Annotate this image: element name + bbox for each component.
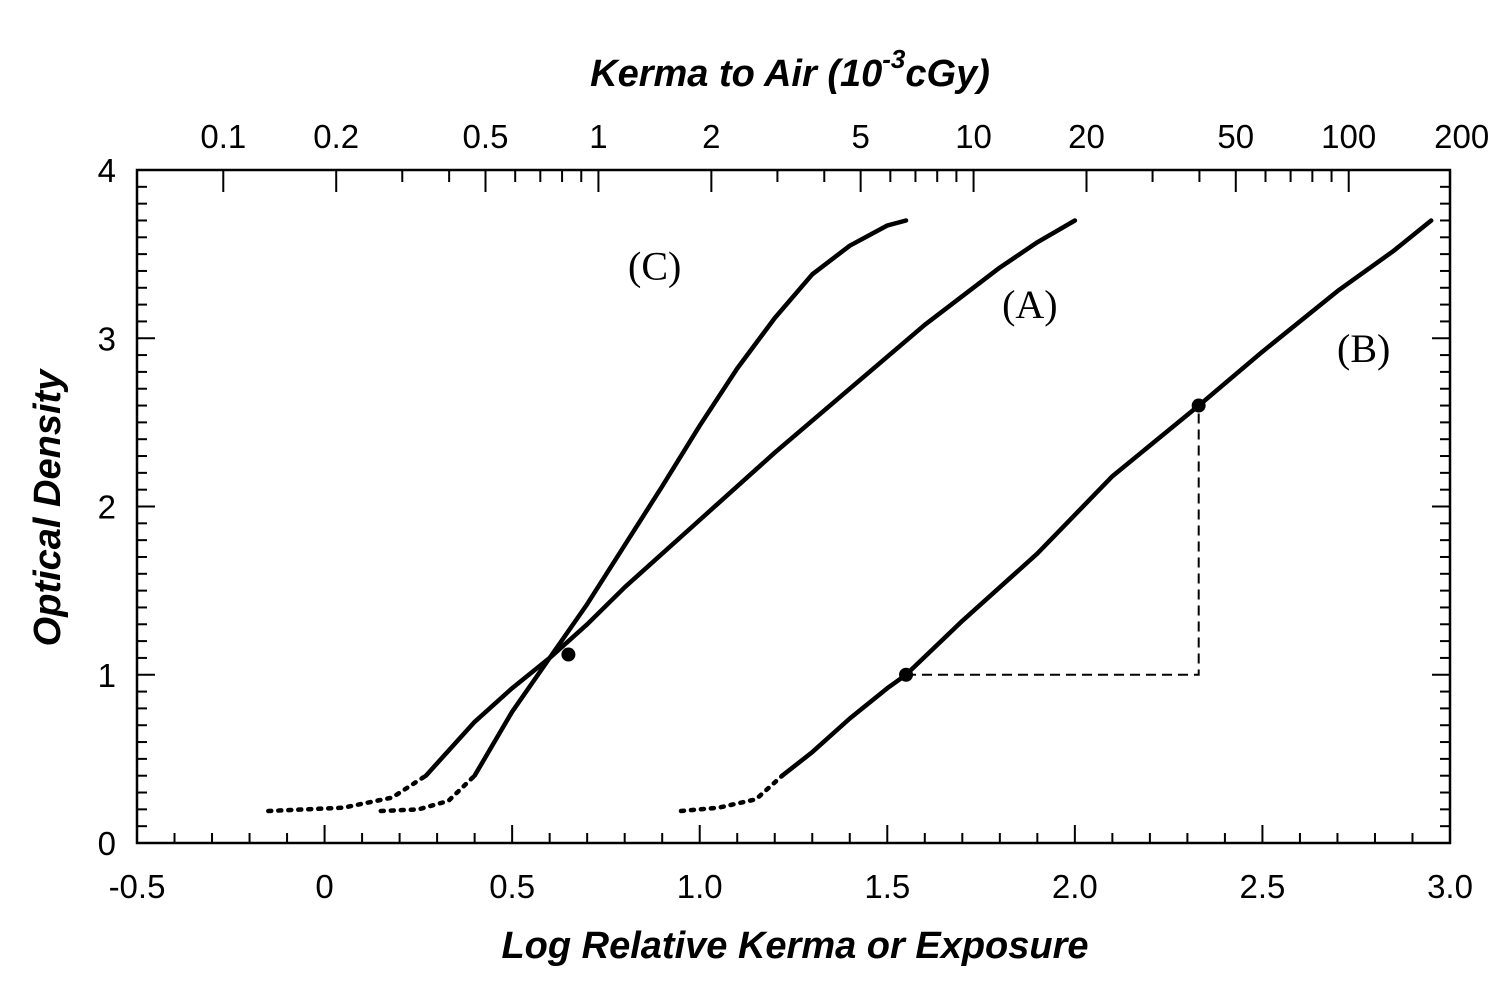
- data-point-marker: [899, 667, 914, 682]
- top-axis-title: Kerma to Air (10-3cGy): [590, 44, 990, 95]
- top-tick-label: 10: [955, 118, 992, 155]
- top-tick-label: 1: [589, 118, 607, 155]
- curve-a-toe: [266, 773, 429, 814]
- data-point-marker: [1191, 398, 1206, 413]
- x-tick-label: 0: [315, 868, 333, 905]
- x-tick-label: 2.0: [1052, 868, 1098, 905]
- series-layer: [266, 218, 1434, 814]
- x-tick-label: 3.0: [1427, 868, 1473, 905]
- curve-b: [779, 218, 1434, 778]
- curve-label-a: (A): [1002, 282, 1058, 327]
- y-tick-label: 1: [98, 657, 116, 694]
- top-tick-label: 100: [1321, 118, 1376, 155]
- top-tick-label: 5: [851, 118, 869, 155]
- markers: [561, 398, 1206, 682]
- top-tick-label: 20: [1068, 118, 1105, 155]
- top-tick-label: 200: [1434, 118, 1489, 155]
- top-tick-label: 50: [1217, 118, 1254, 155]
- curve-label-c: (C): [628, 243, 681, 288]
- top-tick-label: 0.1: [200, 118, 246, 155]
- x-tick-label: -0.5: [109, 868, 166, 905]
- guide-lines: [906, 405, 1200, 676]
- top-tick-label: 0.2: [313, 118, 359, 155]
- curve-a: [423, 218, 1078, 778]
- axes: [135, 168, 1452, 845]
- x-tick-label: 1.5: [864, 868, 910, 905]
- curve-label-b: (B): [1337, 326, 1390, 371]
- y-tick-label: 2: [98, 489, 116, 526]
- gamma-guide-line: [906, 405, 1200, 676]
- x-tick-label: 1.0: [677, 868, 723, 905]
- curve-c-toe: [378, 773, 477, 814]
- data-point-marker: [561, 647, 576, 662]
- x-axis-title: Log Relative Kerma or Exposure: [501, 925, 1088, 967]
- y-tick-label: 3: [98, 320, 116, 357]
- y-tick-label: 0: [98, 825, 116, 862]
- x-tick-label: 2.5: [1239, 868, 1285, 905]
- curve-b-toe: [678, 773, 785, 814]
- top-tick-label: 2: [702, 118, 720, 155]
- y-axis-title: Optical Density: [27, 368, 69, 646]
- top-tick-label: 0.5: [463, 118, 509, 155]
- y-tick-label: 4: [98, 152, 116, 189]
- plot-frame: [135, 168, 1452, 845]
- labels: Kerma to Air (10-3cGy) Log Relative Kerm…: [27, 44, 1489, 967]
- curve-c: [472, 218, 909, 778]
- x-tick-label: 0.5: [489, 868, 535, 905]
